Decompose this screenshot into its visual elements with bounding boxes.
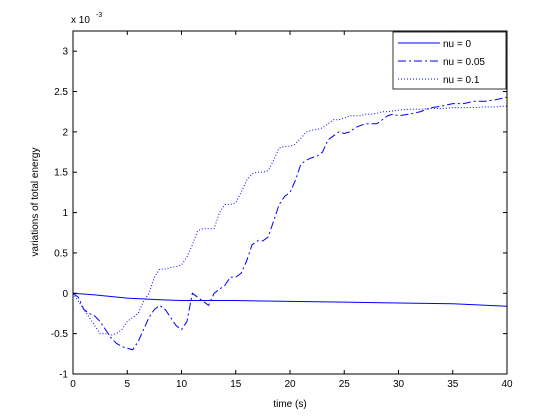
x-tick-label: 25: [339, 379, 351, 390]
legend-box: [392, 31, 507, 90]
legend-label-nu-0.1: nu = 0.1: [443, 75, 480, 86]
series-line-nu-0.05: [72, 96, 508, 351]
y-axis-label: variations of total energy: [30, 148, 41, 257]
y-tick-label: -0.5: [51, 329, 69, 340]
x-tick-label: 30: [393, 379, 405, 390]
series-layer: [72, 96, 508, 351]
y-tick-label: 1.5: [54, 168, 68, 179]
x-tick-label: 10: [176, 379, 188, 390]
x-tick-label: 20: [284, 379, 296, 390]
x-tick-label: 15: [230, 379, 242, 390]
y-tick-label: 0: [62, 289, 68, 300]
x-tick-label: 0: [70, 379, 76, 390]
y-exponent-power: -3: [96, 12, 102, 19]
tick-layer: 0 5 10 15 20 25 30 35 40 -1 -0.5 0 0.5 1 1.5 2 2.5 3: [51, 31, 513, 390]
y-tick-label: 1: [62, 208, 68, 219]
legend-label-nu-0.05: nu = 0.05: [443, 57, 485, 68]
x-tick-label: 40: [501, 379, 513, 390]
series-line-nu-0.1: [72, 105, 508, 336]
legend-label-nu-0: nu = 0: [443, 39, 472, 50]
legend: nu = 0 nu = 0.05 nu = 0.1: [392, 31, 507, 90]
y-tick-label: -1: [59, 370, 68, 381]
y-tick-label: 3: [62, 47, 68, 58]
x-tick-label: 5: [124, 379, 130, 390]
series-line-nu-0: [72, 292, 508, 307]
x-axis-label: time (s): [273, 399, 306, 410]
x-tick-label: 35: [447, 379, 459, 390]
y-tick-label: 0.5: [54, 248, 68, 259]
y-exponent-base: x 10: [71, 15, 90, 26]
y-tick-label: 2: [62, 127, 68, 138]
y-tick-label: 2.5: [54, 87, 68, 98]
